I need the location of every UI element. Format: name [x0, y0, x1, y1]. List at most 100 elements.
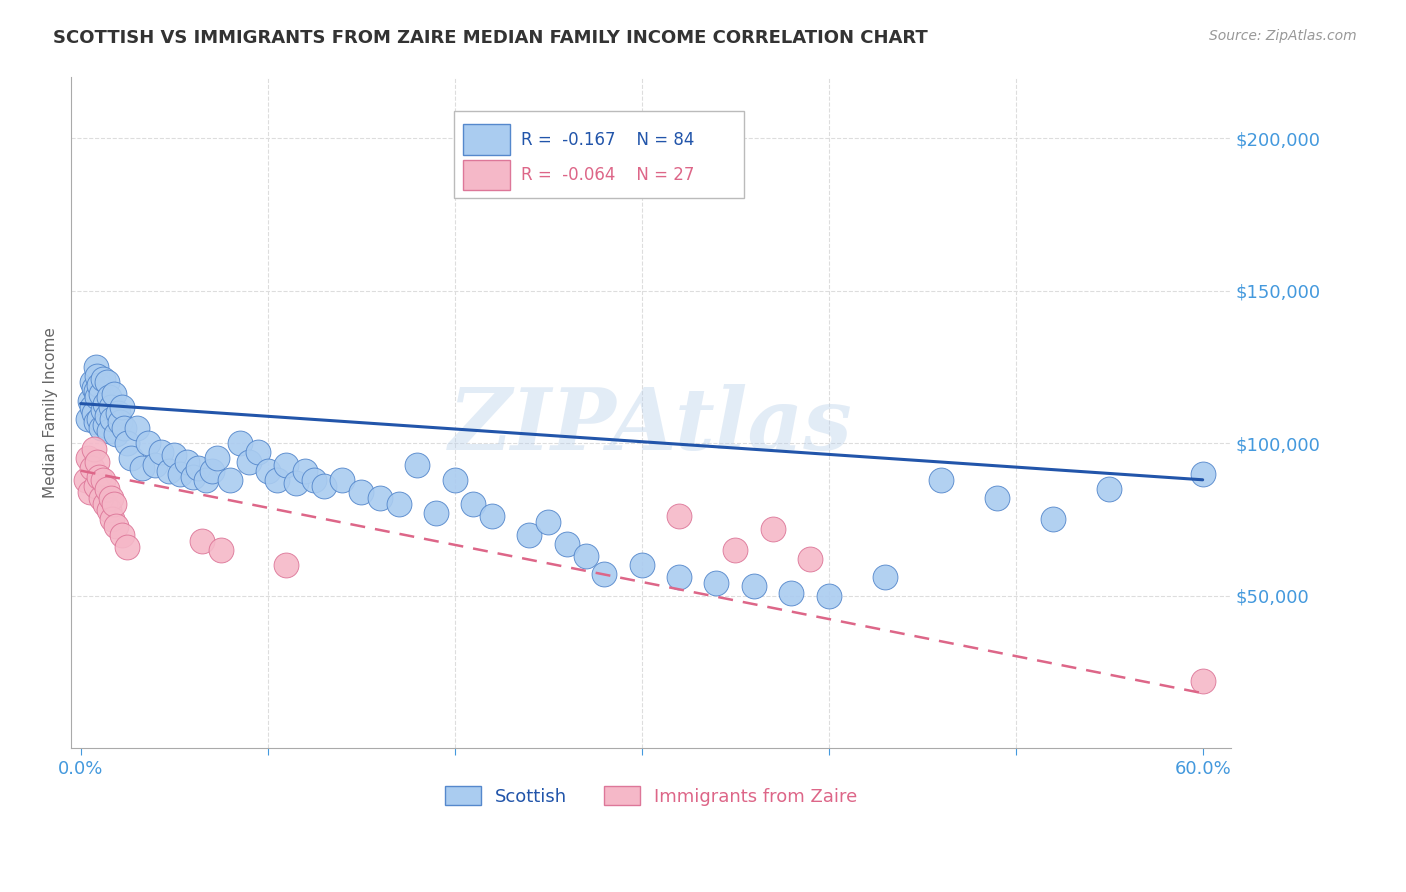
Point [80, 460, 103, 475]
Point [97, 424, 120, 438]
FancyBboxPatch shape [463, 124, 509, 154]
Point [84, 384, 107, 399]
Point [86, 369, 108, 384]
Point [194, 473, 217, 487]
Point [94, 417, 117, 432]
Point [80, 376, 103, 390]
Point [266, 473, 288, 487]
FancyBboxPatch shape [454, 111, 744, 198]
Point [350, 485, 373, 500]
Point [200, 464, 222, 478]
Point [169, 467, 191, 481]
Point [94, 396, 117, 410]
Point [187, 460, 209, 475]
Point [1191, 467, 1213, 481]
Point [519, 527, 541, 541]
Point [84, 415, 107, 429]
Point [112, 421, 135, 435]
Point [799, 552, 821, 566]
Point [176, 454, 198, 468]
Point [630, 558, 652, 573]
Point [986, 491, 1008, 505]
Point [91, 372, 114, 386]
Point [150, 445, 173, 459]
Point [108, 415, 131, 429]
Point [593, 567, 616, 582]
Point [79, 485, 101, 500]
Point [284, 475, 307, 490]
Point [276, 558, 298, 573]
Point [238, 454, 260, 468]
Point [90, 387, 112, 401]
Point [136, 436, 159, 450]
Point [100, 491, 122, 505]
Point [97, 503, 120, 517]
Point [111, 527, 134, 541]
Point [1098, 482, 1121, 496]
Y-axis label: Median Family Income: Median Family Income [44, 327, 58, 498]
Point [742, 579, 765, 593]
Point [163, 449, 186, 463]
Point [83, 406, 105, 420]
Point [294, 464, 316, 478]
Text: Source: ZipAtlas.com: Source: ZipAtlas.com [1209, 29, 1357, 43]
Text: R =  -0.167    N = 84: R = -0.167 N = 84 [522, 131, 695, 149]
Point [724, 542, 747, 557]
Point [247, 445, 270, 459]
Point [86, 391, 108, 405]
Point [780, 585, 803, 599]
Point [79, 393, 101, 408]
Point [84, 359, 107, 374]
Point [929, 473, 952, 487]
Point [103, 387, 125, 401]
FancyBboxPatch shape [463, 160, 509, 190]
Point [89, 378, 111, 392]
Point [209, 542, 232, 557]
Point [228, 436, 250, 450]
Point [219, 473, 242, 487]
Point [131, 460, 153, 475]
Point [125, 421, 148, 435]
Point [668, 509, 690, 524]
Point [89, 412, 111, 426]
Point [304, 473, 326, 487]
Point [873, 570, 896, 584]
Point [96, 482, 118, 496]
Point [84, 479, 107, 493]
Point [91, 473, 114, 487]
Point [463, 497, 485, 511]
Point [96, 376, 118, 390]
Point [145, 458, 167, 472]
Point [406, 458, 429, 472]
Point [205, 451, 228, 466]
Point [83, 442, 105, 457]
Point [157, 464, 180, 478]
Point [101, 512, 124, 526]
Point [77, 412, 100, 426]
Point [120, 451, 142, 466]
Point [75, 473, 97, 487]
Point [761, 522, 783, 536]
Point [574, 549, 596, 563]
Point [1191, 673, 1213, 688]
Point [89, 469, 111, 483]
Point [90, 491, 112, 505]
Text: SCOTTISH VS IMMIGRANTS FROM ZAIRE MEDIAN FAMILY INCOME CORRELATION CHART: SCOTTISH VS IMMIGRANTS FROM ZAIRE MEDIAN… [53, 29, 928, 46]
Point [117, 540, 139, 554]
Point [668, 570, 690, 584]
Point [312, 479, 335, 493]
Point [100, 400, 122, 414]
Point [117, 436, 139, 450]
Point [97, 391, 120, 405]
Point [111, 400, 134, 414]
Point [191, 533, 214, 548]
Point [96, 409, 118, 423]
Point [77, 451, 100, 466]
Point [817, 589, 839, 603]
Point [101, 412, 124, 426]
Point [276, 458, 298, 472]
Point [332, 473, 354, 487]
Point [481, 509, 503, 524]
Point [1042, 512, 1064, 526]
Point [107, 406, 129, 420]
